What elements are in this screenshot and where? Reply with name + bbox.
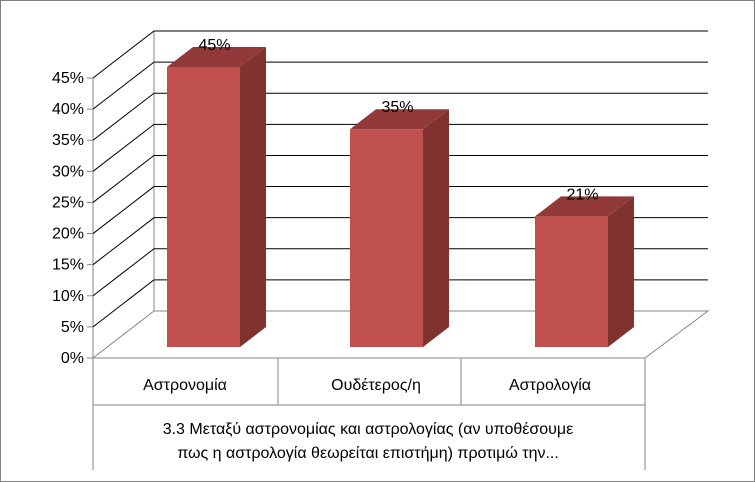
y-axis-ticks: 0% 5% 10% 15% 20% 25% 30% 35% 40% 45% [52,70,93,367]
category-label-1: Ουδέτερος/η [331,377,421,394]
bar-side [608,196,634,347]
y-tick-label: 10% [52,288,84,305]
bar-2 [535,196,634,347]
gridline [92,279,708,328]
gridline [92,217,708,266]
data-label-0: 45% [198,37,230,54]
data-label-2: 21% [566,186,598,203]
bars [167,47,634,347]
y-tick-label: 30% [52,163,84,180]
gridline [92,248,708,297]
category-label-0: Αστρονομία [143,377,227,394]
gridline [92,154,708,203]
bar-front [167,67,240,347]
data-label-1: 35% [381,99,413,116]
gridline [92,186,708,234]
category-axis-table: Αστρονομία Ουδέτερος/η Αστρολογία 3.3 Με… [92,358,646,470]
gridline [92,123,708,172]
bar-side [423,109,449,347]
y-tick-label: 25% [52,194,84,211]
gridline [92,30,708,79]
gridline [92,61,708,110]
bar-top [167,47,266,67]
y-tick-label: 15% [52,257,84,274]
y-tick-label: 5% [61,319,84,336]
y-tick-label: 35% [52,132,84,149]
bar-1 [350,109,449,347]
bar-front [350,129,423,347]
x-axis-title-line-1: 3.3 Μεταξύ αστρονομίας και αστρολογίας (… [163,421,574,438]
bar-top [535,196,634,217]
category-label-2: Αστρολογία [509,377,591,394]
x-axis-title-line-2: πως η αστρολογία θεωρείται επιστήμη) προ… [177,445,559,462]
bar-side [240,47,266,347]
y-tick-label: 45% [52,70,84,87]
data-labels: 45% 35% 21% [198,37,598,203]
y-tick-label: 0% [61,350,84,367]
y-tick-label: 20% [52,226,84,243]
gridlines [92,30,708,328]
y-tick-label: 40% [52,101,84,118]
gridline [92,92,708,141]
bar-0 [167,47,266,347]
bar-top [350,109,449,130]
bar-front [535,216,608,347]
